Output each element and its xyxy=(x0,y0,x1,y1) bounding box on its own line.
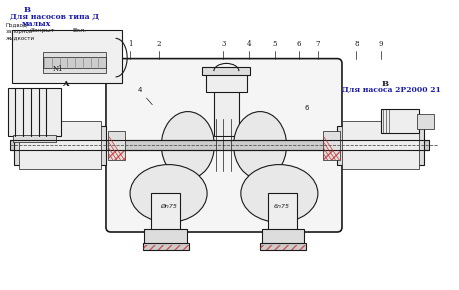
Text: 4: 4 xyxy=(137,87,152,105)
Bar xyxy=(336,126,423,164)
Bar xyxy=(206,73,246,92)
Bar xyxy=(151,193,180,232)
Bar xyxy=(259,244,306,250)
Bar xyxy=(213,78,238,136)
Bar xyxy=(142,244,188,250)
Bar xyxy=(43,52,106,73)
Bar xyxy=(323,150,340,160)
Bar xyxy=(11,30,122,83)
Bar xyxy=(259,243,306,250)
Text: Закрыт: Закрыт xyxy=(31,28,55,33)
Text: Для насоса 2Р2000 21: Для насоса 2Р2000 21 xyxy=(341,86,440,94)
Bar xyxy=(14,126,106,164)
Ellipse shape xyxy=(241,164,317,222)
Text: Вкл.: Вкл. xyxy=(72,28,86,33)
Bar xyxy=(10,140,428,150)
Text: 9: 9 xyxy=(377,40,382,48)
Text: Øn75: Øn75 xyxy=(160,204,177,209)
Bar xyxy=(322,131,339,160)
Text: 8: 8 xyxy=(353,40,358,48)
Bar xyxy=(267,193,296,232)
Bar xyxy=(341,121,418,169)
Bar xyxy=(202,67,250,75)
Text: B: B xyxy=(381,79,388,88)
Ellipse shape xyxy=(161,112,214,179)
Bar xyxy=(109,150,126,160)
Text: 6: 6 xyxy=(303,105,308,111)
Text: N1: N1 xyxy=(53,65,63,73)
Bar xyxy=(43,57,106,68)
Text: 5: 5 xyxy=(272,40,276,48)
Ellipse shape xyxy=(233,112,286,179)
Bar xyxy=(380,109,418,133)
Text: Для насосов типа Д: Для насосов типа Д xyxy=(10,13,99,21)
Ellipse shape xyxy=(130,164,207,222)
Bar xyxy=(416,113,433,129)
Bar xyxy=(144,229,186,244)
Text: B: B xyxy=(23,6,30,14)
Bar xyxy=(13,135,56,142)
Text: 6: 6 xyxy=(296,40,300,48)
Text: 1: 1 xyxy=(128,40,132,48)
Text: 2: 2 xyxy=(157,40,161,48)
Text: малых: малых xyxy=(21,20,50,28)
Text: 7: 7 xyxy=(315,40,319,48)
Text: Подвод
запорной
жидкости: Подвод запорной жидкости xyxy=(6,23,35,40)
Bar xyxy=(8,88,61,136)
Bar xyxy=(142,243,188,250)
Text: 3: 3 xyxy=(221,40,225,48)
Bar xyxy=(262,229,304,244)
Text: A: A xyxy=(62,79,68,88)
FancyBboxPatch shape xyxy=(106,59,341,232)
Text: 4: 4 xyxy=(246,40,250,48)
Bar xyxy=(108,131,125,160)
Bar xyxy=(19,121,101,169)
Text: 6n75: 6n75 xyxy=(273,204,289,209)
